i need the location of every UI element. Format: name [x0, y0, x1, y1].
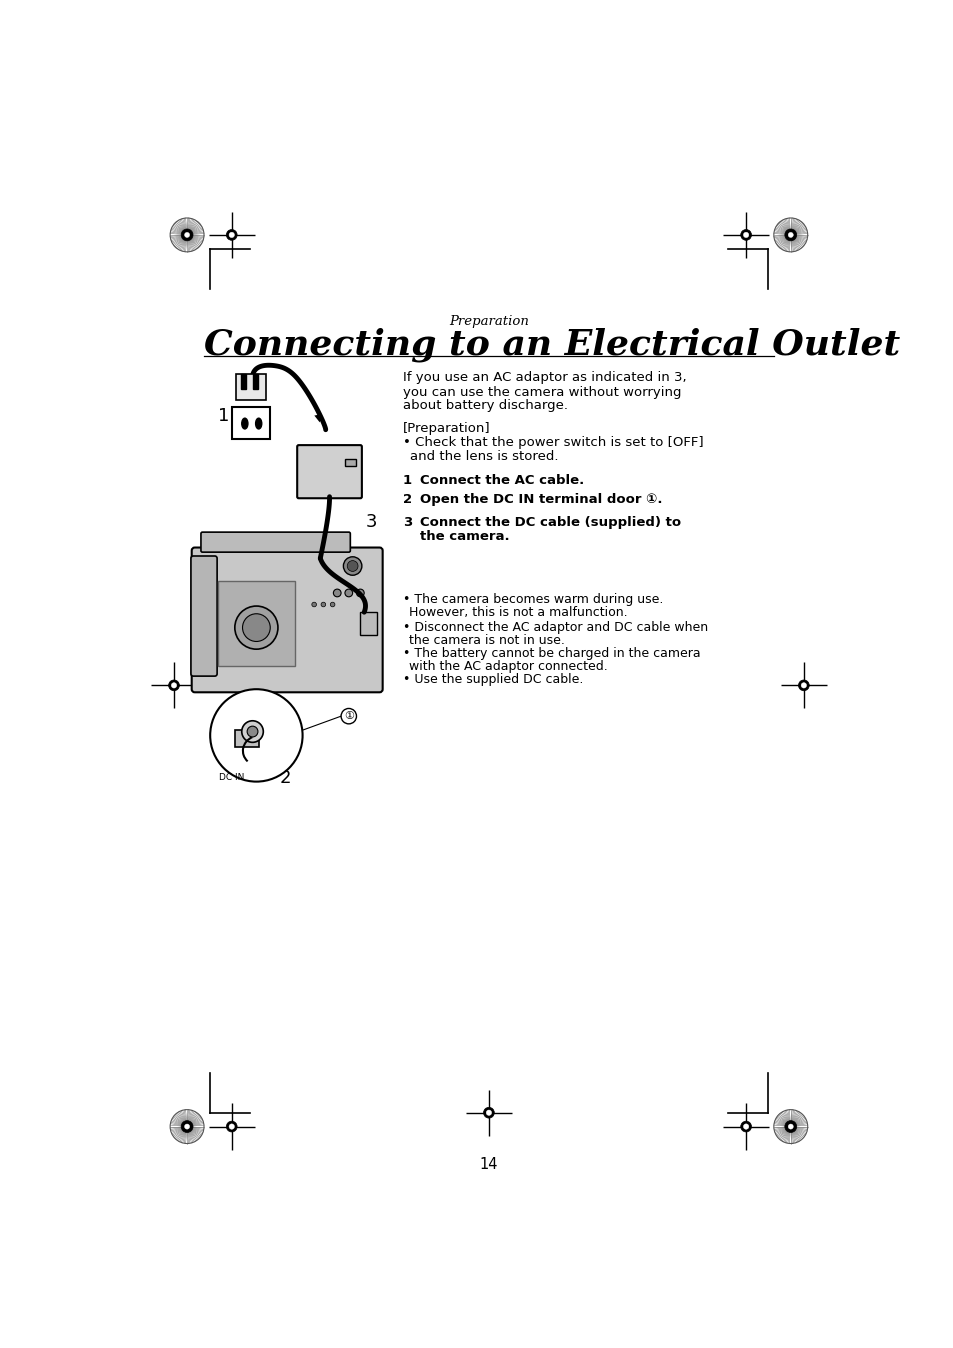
Circle shape	[742, 1124, 748, 1130]
Text: If you use an AC adaptor as indicated in 3,: If you use an AC adaptor as indicated in…	[402, 371, 685, 384]
Text: 3: 3	[402, 516, 412, 528]
Circle shape	[226, 229, 237, 240]
Text: the camera is not in use.: the camera is not in use.	[409, 634, 564, 647]
Bar	[253, 373, 257, 390]
Bar	[345, 458, 355, 466]
Bar	[232, 407, 270, 439]
Text: [Preparation]: [Preparation]	[402, 422, 490, 435]
Bar	[217, 581, 294, 666]
FancyBboxPatch shape	[297, 445, 361, 499]
Text: • Use the supplied DC cable.: • Use the supplied DC cable.	[402, 673, 582, 686]
Circle shape	[321, 603, 325, 607]
Text: DC IN: DC IN	[219, 774, 245, 782]
Text: 2: 2	[402, 493, 412, 506]
Circle shape	[784, 1120, 796, 1132]
Text: ①: ①	[343, 712, 354, 721]
Text: about battery discharge.: about battery discharge.	[402, 399, 567, 412]
Text: • Check that the power switch is set to [OFF]: • Check that the power switch is set to …	[402, 435, 702, 449]
Ellipse shape	[241, 418, 248, 429]
Text: 1: 1	[402, 473, 412, 487]
Circle shape	[345, 589, 353, 597]
Circle shape	[234, 607, 277, 650]
Circle shape	[172, 682, 176, 687]
Circle shape	[229, 1124, 234, 1130]
Circle shape	[210, 689, 302, 782]
Circle shape	[330, 603, 335, 607]
Circle shape	[343, 557, 361, 576]
Text: Connect the AC cable.: Connect the AC cable.	[419, 473, 583, 487]
Circle shape	[247, 727, 257, 737]
Text: with the AC adaptor connected.: with the AC adaptor connected.	[409, 661, 607, 673]
FancyBboxPatch shape	[201, 532, 350, 553]
Circle shape	[483, 1107, 494, 1117]
Circle shape	[742, 232, 748, 237]
Circle shape	[229, 232, 234, 237]
Circle shape	[787, 232, 793, 237]
Circle shape	[347, 561, 357, 572]
Text: the camera.: the camera.	[419, 530, 509, 543]
Ellipse shape	[255, 418, 261, 429]
Text: Connecting to an Electrical Outlet: Connecting to an Electrical Outlet	[204, 328, 900, 363]
Text: Preparation: Preparation	[449, 314, 528, 328]
Circle shape	[226, 1122, 237, 1132]
Circle shape	[333, 589, 341, 597]
Circle shape	[356, 589, 364, 597]
Text: Connect the DC cable (supplied) to: Connect the DC cable (supplied) to	[419, 516, 680, 528]
Bar	[234, 731, 259, 747]
Circle shape	[241, 721, 263, 743]
Circle shape	[181, 229, 193, 241]
FancyBboxPatch shape	[192, 547, 382, 693]
Circle shape	[787, 1124, 793, 1130]
Text: • The camera becomes warm during use.: • The camera becomes warm during use.	[402, 593, 662, 607]
Text: • Disconnect the AC adaptor and DC cable when: • Disconnect the AC adaptor and DC cable…	[402, 620, 707, 634]
Circle shape	[312, 603, 316, 607]
Circle shape	[184, 232, 190, 237]
Circle shape	[242, 613, 270, 642]
Text: 14: 14	[479, 1157, 497, 1171]
Circle shape	[801, 682, 805, 687]
Circle shape	[181, 1120, 193, 1132]
Circle shape	[169, 679, 179, 690]
Circle shape	[784, 229, 796, 241]
Text: 1: 1	[217, 407, 229, 425]
Text: • The battery cannot be charged in the camera: • The battery cannot be charged in the c…	[402, 647, 700, 661]
Circle shape	[486, 1109, 491, 1115]
Circle shape	[798, 679, 808, 690]
Text: 2: 2	[279, 768, 291, 787]
Circle shape	[341, 709, 356, 724]
FancyBboxPatch shape	[191, 555, 217, 677]
Text: and the lens is stored.: and the lens is stored.	[410, 450, 558, 462]
Text: However, this is not a malfunction.: However, this is not a malfunction.	[409, 607, 627, 619]
Text: Open the DC IN terminal door ①.: Open the DC IN terminal door ①.	[419, 493, 661, 506]
Text: you can use the camera without worrying: you can use the camera without worrying	[402, 386, 680, 399]
Circle shape	[740, 1122, 751, 1132]
Circle shape	[740, 229, 751, 240]
Bar	[241, 373, 246, 390]
Bar	[360, 612, 376, 635]
Text: 3: 3	[366, 514, 377, 531]
Circle shape	[184, 1124, 190, 1130]
Bar	[235, 373, 266, 400]
